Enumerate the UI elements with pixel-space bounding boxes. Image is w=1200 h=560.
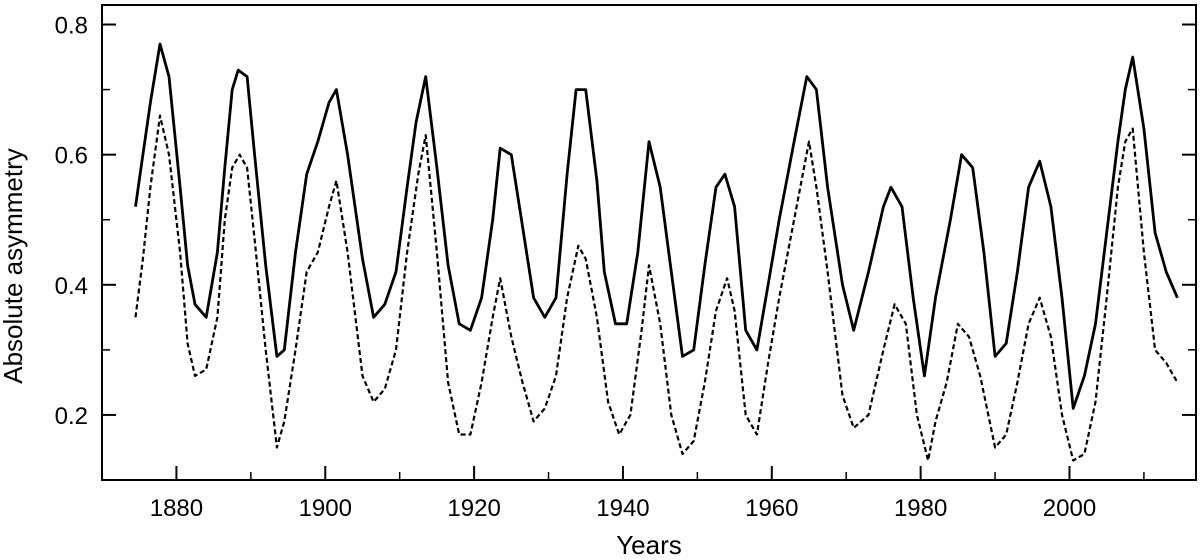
x-tick-label: 1920 <box>447 495 500 522</box>
solid-series-line <box>134 42 1179 410</box>
y-tick-label: 0.6 <box>55 143 88 170</box>
x-axis-title: Years <box>616 530 682 560</box>
y-tick-label: 0.2 <box>55 403 88 430</box>
x-tick-label: 1960 <box>745 495 798 522</box>
x-tick-label: 1940 <box>596 495 649 522</box>
x-tick-label: 2000 <box>1043 495 1096 522</box>
x-tick-label: 1880 <box>150 495 203 522</box>
x-tick-label: 1900 <box>299 495 352 522</box>
plot-frame <box>101 4 1197 481</box>
x-tick-label: 1980 <box>894 495 947 522</box>
series-layer <box>134 42 1179 462</box>
x-axis-ticks: 1880 1900 1920 1940 1960 1980 2000 <box>101 466 1145 522</box>
y-tick-label: 0.4 <box>55 273 88 300</box>
y-axis-ticks: 0.2 0.4 0.6 0.8 <box>55 13 1196 481</box>
dashed-series-line <box>134 114 1179 462</box>
y-tick-label: 0.8 <box>55 13 88 40</box>
y-axis-title: Absolute asymmetry <box>0 148 28 384</box>
